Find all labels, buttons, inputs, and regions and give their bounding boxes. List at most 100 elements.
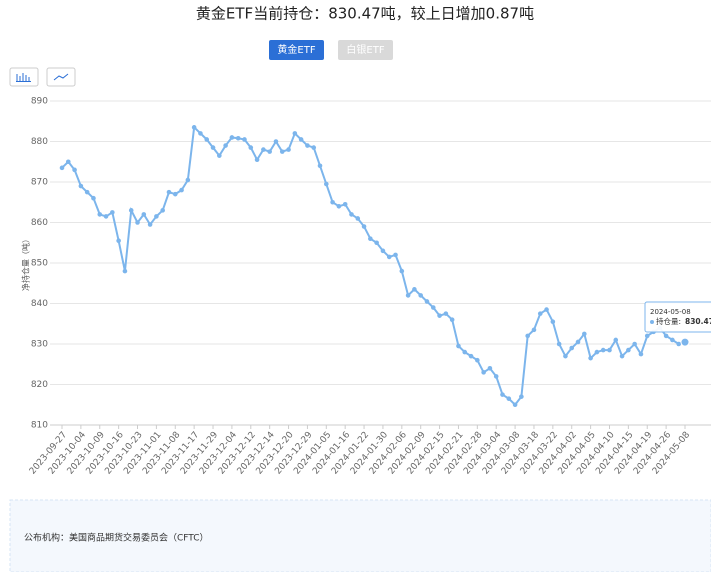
data-point	[569, 345, 575, 351]
tab-gold-label[interactable]: 黄金ETF	[277, 43, 315, 56]
chart-title: 黄金ETF当前持仓：830.47吨，较上日增加0.87吨	[196, 5, 534, 23]
tooltip-value: 830.47	[685, 317, 711, 326]
data-point	[544, 307, 549, 312]
source-text: 公布机构：美国商品期货交易委员会（CFTC）	[24, 532, 209, 544]
y-tick-label: 830	[31, 340, 48, 350]
data-point	[563, 353, 568, 359]
data-point	[512, 402, 518, 408]
data-point	[298, 137, 304, 142]
data-point	[418, 293, 423, 298]
data-point	[292, 131, 298, 136]
data-point	[198, 131, 203, 136]
y-tick-label: 850	[31, 259, 48, 269]
data-point	[361, 224, 367, 229]
data-point	[135, 220, 140, 225]
data-point	[556, 341, 562, 347]
data-point	[223, 143, 228, 148]
data-point	[493, 374, 499, 379]
data-point	[191, 125, 197, 130]
data-point	[179, 187, 184, 193]
source-box	[9, 499, 711, 572]
data-point	[336, 204, 342, 209]
data-point	[229, 135, 235, 140]
data-point	[676, 341, 682, 347]
data-point	[456, 343, 461, 349]
data-point	[430, 305, 436, 310]
data-point	[91, 195, 96, 201]
y-tick-label: 890	[31, 97, 48, 107]
y-tick-label: 870	[31, 178, 48, 188]
data-point	[680, 337, 690, 347]
data-point	[122, 268, 128, 274]
y-tick-label: 810	[31, 421, 48, 431]
bar-icon	[16, 73, 31, 82]
series-line	[61, 125, 686, 407]
data-point	[84, 189, 90, 195]
data-point	[399, 268, 405, 274]
data-point	[670, 337, 675, 343]
data-point	[519, 394, 524, 399]
data-point	[531, 327, 537, 333]
data-point	[443, 311, 449, 316]
tooltip	[644, 301, 711, 333]
data-point	[110, 210, 115, 215]
y-tick-label: 840	[31, 299, 48, 309]
data-point	[324, 181, 329, 187]
data-point	[355, 216, 361, 221]
data-point	[588, 355, 593, 361]
data-point	[279, 149, 285, 154]
data-point	[412, 287, 417, 292]
tooltip-label: 持仓量:	[656, 316, 681, 326]
data-point	[172, 191, 178, 197]
data-point	[305, 143, 310, 148]
data-point	[141, 212, 147, 217]
data-point	[116, 238, 121, 244]
data-point	[468, 353, 474, 359]
data-point	[386, 254, 392, 260]
y-axis-title: 净持仓量（吨）	[21, 235, 31, 291]
data-point	[286, 147, 291, 152]
data-point	[437, 313, 442, 318]
tab-silver-label[interactable]: 白银ETF	[346, 43, 384, 56]
data-point	[550, 319, 556, 325]
data-point	[204, 137, 210, 142]
data-point	[537, 311, 543, 316]
data-point	[449, 317, 455, 323]
data-point	[500, 392, 505, 397]
data-point	[65, 159, 71, 165]
line-icon	[53, 73, 69, 81]
data-point	[217, 153, 222, 158]
data-point	[613, 337, 619, 343]
data-point	[103, 214, 109, 219]
data-point	[242, 137, 247, 142]
bar-view-button[interactable]	[9, 67, 39, 87]
tooltip-dot	[650, 320, 654, 324]
data-point	[160, 208, 165, 213]
data-point	[525, 333, 530, 339]
data-point	[78, 183, 84, 189]
data-point	[487, 366, 493, 371]
data-point	[368, 236, 373, 241]
data-point	[475, 357, 480, 363]
data-point	[185, 177, 191, 183]
tab-silver[interactable]	[338, 40, 393, 60]
data-point	[273, 139, 279, 144]
data-point	[619, 353, 625, 359]
data-point	[128, 208, 134, 213]
data-point	[638, 351, 644, 357]
data-point	[607, 347, 612, 353]
data-point	[626, 347, 631, 353]
data-point	[72, 167, 77, 173]
y-tick-label: 860	[31, 218, 48, 228]
data-point	[632, 341, 637, 347]
y-tick-label: 880	[31, 137, 48, 147]
data-point	[600, 347, 606, 353]
tab-gold[interactable]	[269, 40, 324, 60]
data-point	[481, 370, 486, 375]
data-point	[594, 349, 600, 355]
data-point	[97, 212, 103, 217]
data-point	[154, 214, 159, 219]
data-point	[405, 293, 411, 298]
data-point	[393, 252, 398, 258]
